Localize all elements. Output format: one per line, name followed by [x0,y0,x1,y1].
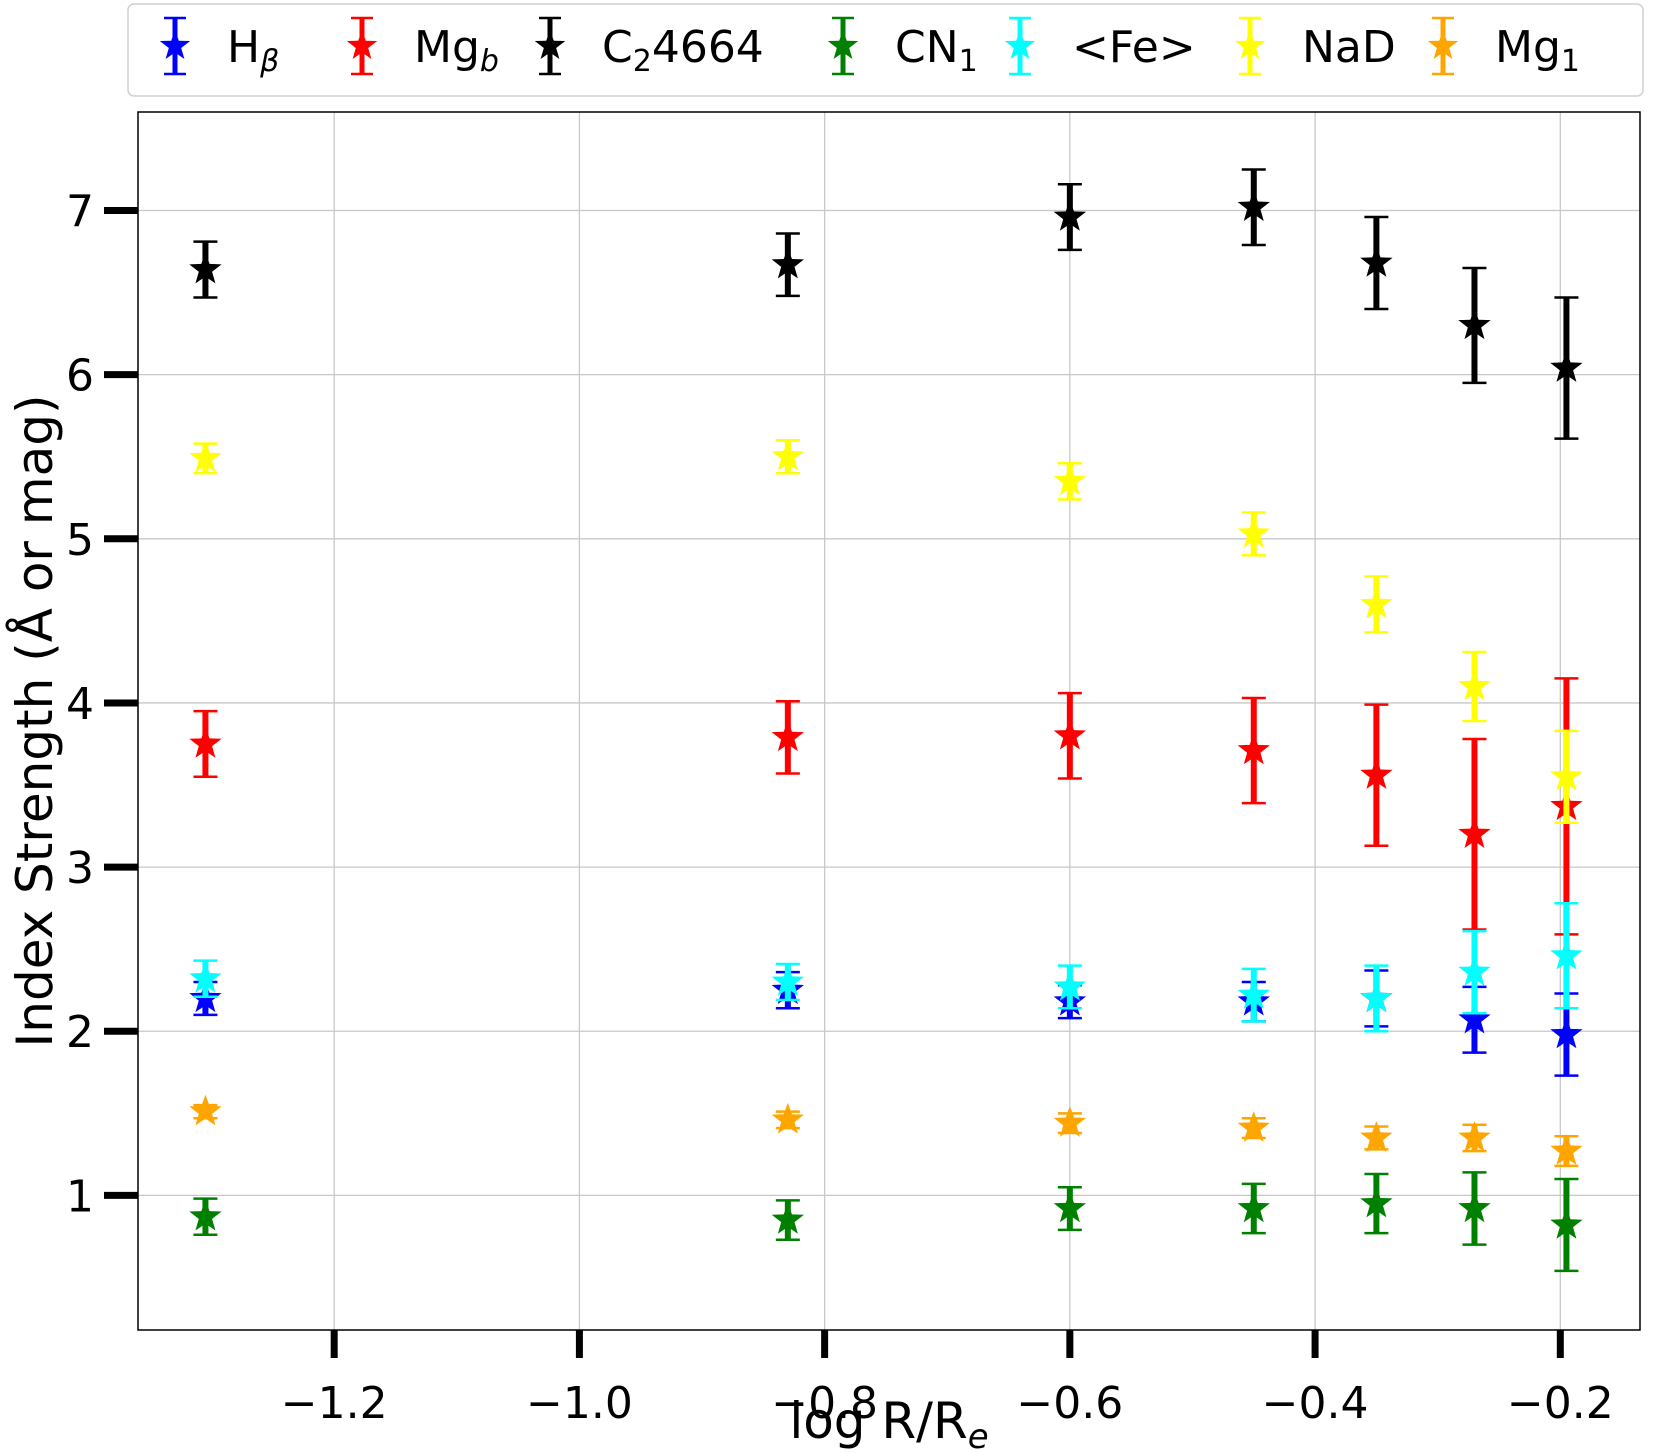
legend-label: C24664 [602,22,764,79]
legend-item: <Fe> [1004,16,1196,76]
data-point [1550,938,1583,970]
plot-frame [137,111,1641,1331]
legend-marker [1004,30,1036,59]
legend-item: Mg1 [1427,16,1580,79]
data-point [771,1203,805,1234]
data-point [1458,308,1491,340]
data-point [1053,464,1087,496]
data-point [1550,1017,1583,1049]
data-point [1360,1186,1393,1218]
data-point [1458,955,1491,986]
legend-marker [346,30,378,59]
data-point [771,1102,805,1134]
data-point [1550,759,1583,791]
legend-label: <Fe> [1072,22,1196,73]
legend-marker [1427,30,1459,59]
legend-marker [1234,30,1266,59]
y-axis-ticks: 1 2 3 4 5 6 7 [66,186,138,1222]
data-point [1237,978,1270,1009]
legend-marker [159,30,191,59]
data-point [1237,733,1270,765]
data-point [1237,1111,1270,1142]
data-point [1237,1191,1270,1223]
data-point [1550,351,1583,382]
data-point [189,1094,222,1126]
x-axis-label: log R/Re [789,1392,988,1453]
y-tick-label: 5 [66,515,94,566]
legend-label: Mg1 [1495,22,1580,79]
y-tick-label: 4 [66,679,94,730]
data-point [189,961,222,993]
legend-item: C24664 [534,16,764,79]
data-point [1237,190,1270,221]
data-point [1360,981,1393,1013]
data-point [189,1199,222,1231]
gridlines [138,112,1640,1330]
series-Mg1 [189,1094,1583,1168]
data-point [1458,1191,1491,1223]
data-point [1360,758,1393,789]
x-tick-label: −0.8 [771,1378,878,1429]
data-point [1053,200,1087,231]
legend-marker [827,30,859,59]
data-point [1237,516,1270,548]
data-point [771,965,805,996]
legend: Hβ Mgb C24664 CN1 <Fe> NaD Mg1 [127,3,1644,97]
data-point [1053,1106,1087,1137]
data-point [1360,1120,1393,1152]
data-point [1458,1002,1491,1034]
legend-frame [127,3,1644,97]
data-point [1458,1120,1491,1152]
y-tick-label: 7 [66,186,94,237]
legend-marker [534,30,566,59]
data-point [1053,1191,1087,1223]
x-tick-label: −0.2 [1507,1378,1614,1429]
data-point [1053,718,1087,750]
data-point [189,252,222,284]
data-point [1550,1207,1583,1239]
x-tick-label: −0.4 [1262,1378,1369,1429]
data-point [189,726,222,758]
legend-label: NaD [1302,22,1396,73]
x-tick-label: −0.6 [1016,1378,1123,1429]
y-tick-label: 6 [66,351,94,402]
series-NaD [189,439,1583,825]
data-point [771,720,805,752]
x-tick-label: −1.0 [526,1378,633,1429]
y-tick-label: 1 [66,1171,94,1222]
data-point [1360,587,1393,619]
data-point [771,439,805,471]
y-axis-label: Index Strength (Å or mag) [6,395,64,1048]
data-point [1550,1134,1583,1165]
legend-item: NaD [1234,16,1396,76]
y-tick-label: 3 [66,843,94,894]
data-point [771,247,805,279]
series-C24664 [189,168,1583,440]
x-axis-ticks: −1.2 −1.0 −0.8 −0.6 −0.4 −0.2 [281,1330,1614,1429]
data-point [1458,817,1491,849]
y-tick-label: 2 [66,1007,94,1058]
data-point [189,441,222,473]
data-point [1053,969,1087,1001]
data-series [189,168,1583,1273]
series-CN1 [189,1171,1583,1273]
x-tick-label: −1.2 [281,1378,388,1429]
data-point [1360,246,1393,277]
series-<Fe> [189,901,1583,1033]
data-point [1458,669,1491,701]
